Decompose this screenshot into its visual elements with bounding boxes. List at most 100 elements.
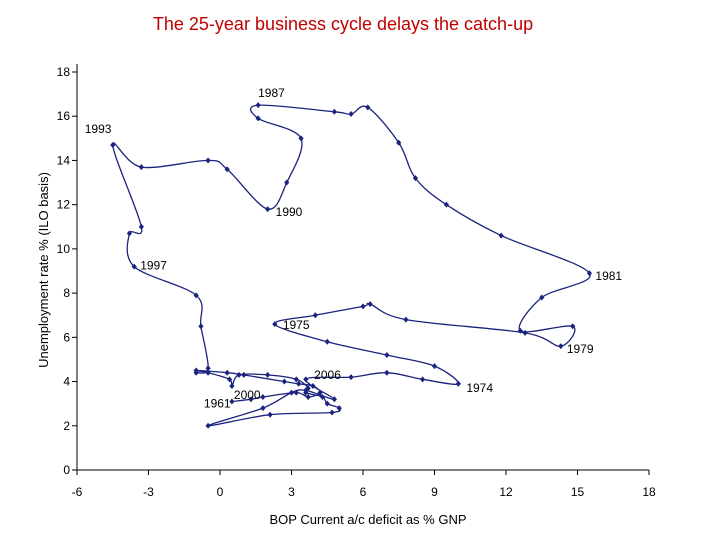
data-point bbox=[312, 312, 318, 319]
data-point bbox=[293, 389, 299, 396]
annotation-1990: 1990 bbox=[276, 205, 303, 219]
plot-area: 1987 1993 1990 1997 1981 1975 1979 2006 2000 1974… bbox=[85, 86, 622, 429]
x-tick-label: 6 bbox=[360, 485, 367, 499]
data-point bbox=[193, 369, 199, 376]
data-point bbox=[205, 365, 211, 372]
y-tick-label: 8 bbox=[63, 286, 70, 300]
data-point bbox=[317, 389, 323, 396]
data-point bbox=[324, 338, 330, 345]
data-point bbox=[324, 400, 330, 407]
data-point bbox=[329, 409, 335, 416]
data-point bbox=[126, 230, 133, 237]
x-axis-label: BOP Current a/c deficit as % GNP bbox=[270, 512, 467, 527]
data-point bbox=[384, 369, 390, 376]
x-axis-ticks: -6 -3 0 3 6 9 12 15 18 bbox=[72, 470, 656, 499]
data-point bbox=[305, 394, 311, 401]
data-point bbox=[431, 363, 438, 370]
data-point bbox=[331, 396, 337, 403]
data-point bbox=[412, 175, 419, 182]
data-point bbox=[272, 321, 278, 328]
data-point bbox=[319, 394, 326, 401]
y-tick-label: 16 bbox=[57, 109, 71, 123]
data-point bbox=[303, 376, 309, 383]
annotation-2000: 2000 bbox=[234, 388, 261, 402]
data-point bbox=[419, 376, 426, 383]
y-axis-ticks: 0 2 4 6 8 10 12 14 16 18 bbox=[57, 65, 77, 477]
x-tick-label: 12 bbox=[499, 485, 513, 499]
data-point bbox=[260, 405, 266, 412]
data-point bbox=[443, 201, 450, 208]
data-point bbox=[205, 422, 211, 429]
x-tick-label: 18 bbox=[642, 485, 656, 499]
data-point bbox=[229, 382, 235, 389]
data-point bbox=[224, 166, 230, 173]
annotation-1974: 1974 bbox=[466, 381, 493, 395]
annotation-1961: 1961 bbox=[204, 396, 231, 410]
y-tick-label: 14 bbox=[57, 153, 71, 167]
data-point bbox=[348, 374, 354, 381]
annotation-1981: 1981 bbox=[595, 269, 622, 283]
x-tick-label: 3 bbox=[288, 485, 295, 499]
data-point bbox=[281, 378, 287, 385]
y-tick-label: 4 bbox=[63, 375, 70, 389]
annotation-1975: 1975 bbox=[283, 318, 310, 332]
x-tick-label: 0 bbox=[217, 485, 224, 499]
data-point bbox=[360, 303, 366, 310]
data-point bbox=[224, 369, 230, 376]
data-point bbox=[296, 380, 302, 387]
data-point bbox=[267, 411, 273, 418]
data-point bbox=[570, 323, 576, 330]
data-point bbox=[138, 164, 144, 171]
y-tick-label: 0 bbox=[63, 463, 70, 477]
data-point bbox=[517, 327, 523, 334]
data-point bbox=[265, 206, 271, 213]
data-point bbox=[367, 301, 373, 308]
y-tick-label: 2 bbox=[63, 419, 70, 433]
data-point bbox=[205, 369, 211, 376]
data-point bbox=[255, 102, 261, 109]
data-point bbox=[586, 270, 593, 277]
data-point bbox=[331, 108, 337, 115]
annotation-1979: 1979 bbox=[567, 342, 594, 356]
annotation-1993: 1993 bbox=[85, 122, 112, 136]
data-point bbox=[265, 371, 271, 378]
annotation-1997: 1997 bbox=[140, 259, 167, 273]
data-point bbox=[310, 382, 316, 389]
data-point bbox=[498, 232, 504, 239]
data-point bbox=[348, 111, 354, 118]
data-point bbox=[522, 329, 528, 336]
x-tick-label: 9 bbox=[431, 485, 438, 499]
data-point bbox=[396, 139, 402, 146]
data-point bbox=[110, 141, 116, 148]
data-point bbox=[336, 405, 342, 412]
annotation-2006: 2006 bbox=[314, 368, 341, 382]
y-axis-label: Unemployment rate % (ILO basis) bbox=[36, 172, 51, 368]
data-point bbox=[365, 104, 371, 111]
data-point bbox=[260, 394, 266, 401]
data-point bbox=[205, 157, 211, 164]
data-point bbox=[455, 380, 461, 387]
data-point bbox=[403, 316, 409, 323]
data-point bbox=[293, 376, 299, 383]
y-tick-label: 18 bbox=[57, 65, 71, 79]
data-point bbox=[229, 398, 235, 405]
data-point bbox=[288, 389, 295, 396]
data-point bbox=[131, 263, 137, 270]
data-point bbox=[138, 223, 144, 230]
y-tick-label: 12 bbox=[57, 198, 71, 212]
data-point bbox=[255, 115, 261, 122]
data-point bbox=[558, 343, 564, 350]
x-tick-label: -3 bbox=[143, 485, 154, 499]
data-point bbox=[198, 323, 204, 330]
data-point bbox=[384, 352, 390, 359]
x-tick-label: 15 bbox=[571, 485, 585, 499]
y-tick-label: 6 bbox=[63, 330, 70, 344]
data-point bbox=[193, 292, 199, 299]
data-point bbox=[236, 371, 242, 378]
x-tick-label: -6 bbox=[72, 485, 83, 499]
chart-title: The 25-year business cycle delays the ca… bbox=[153, 14, 533, 34]
data-point bbox=[539, 294, 545, 301]
annotation-1987: 1987 bbox=[258, 86, 285, 100]
data-point bbox=[298, 135, 304, 142]
